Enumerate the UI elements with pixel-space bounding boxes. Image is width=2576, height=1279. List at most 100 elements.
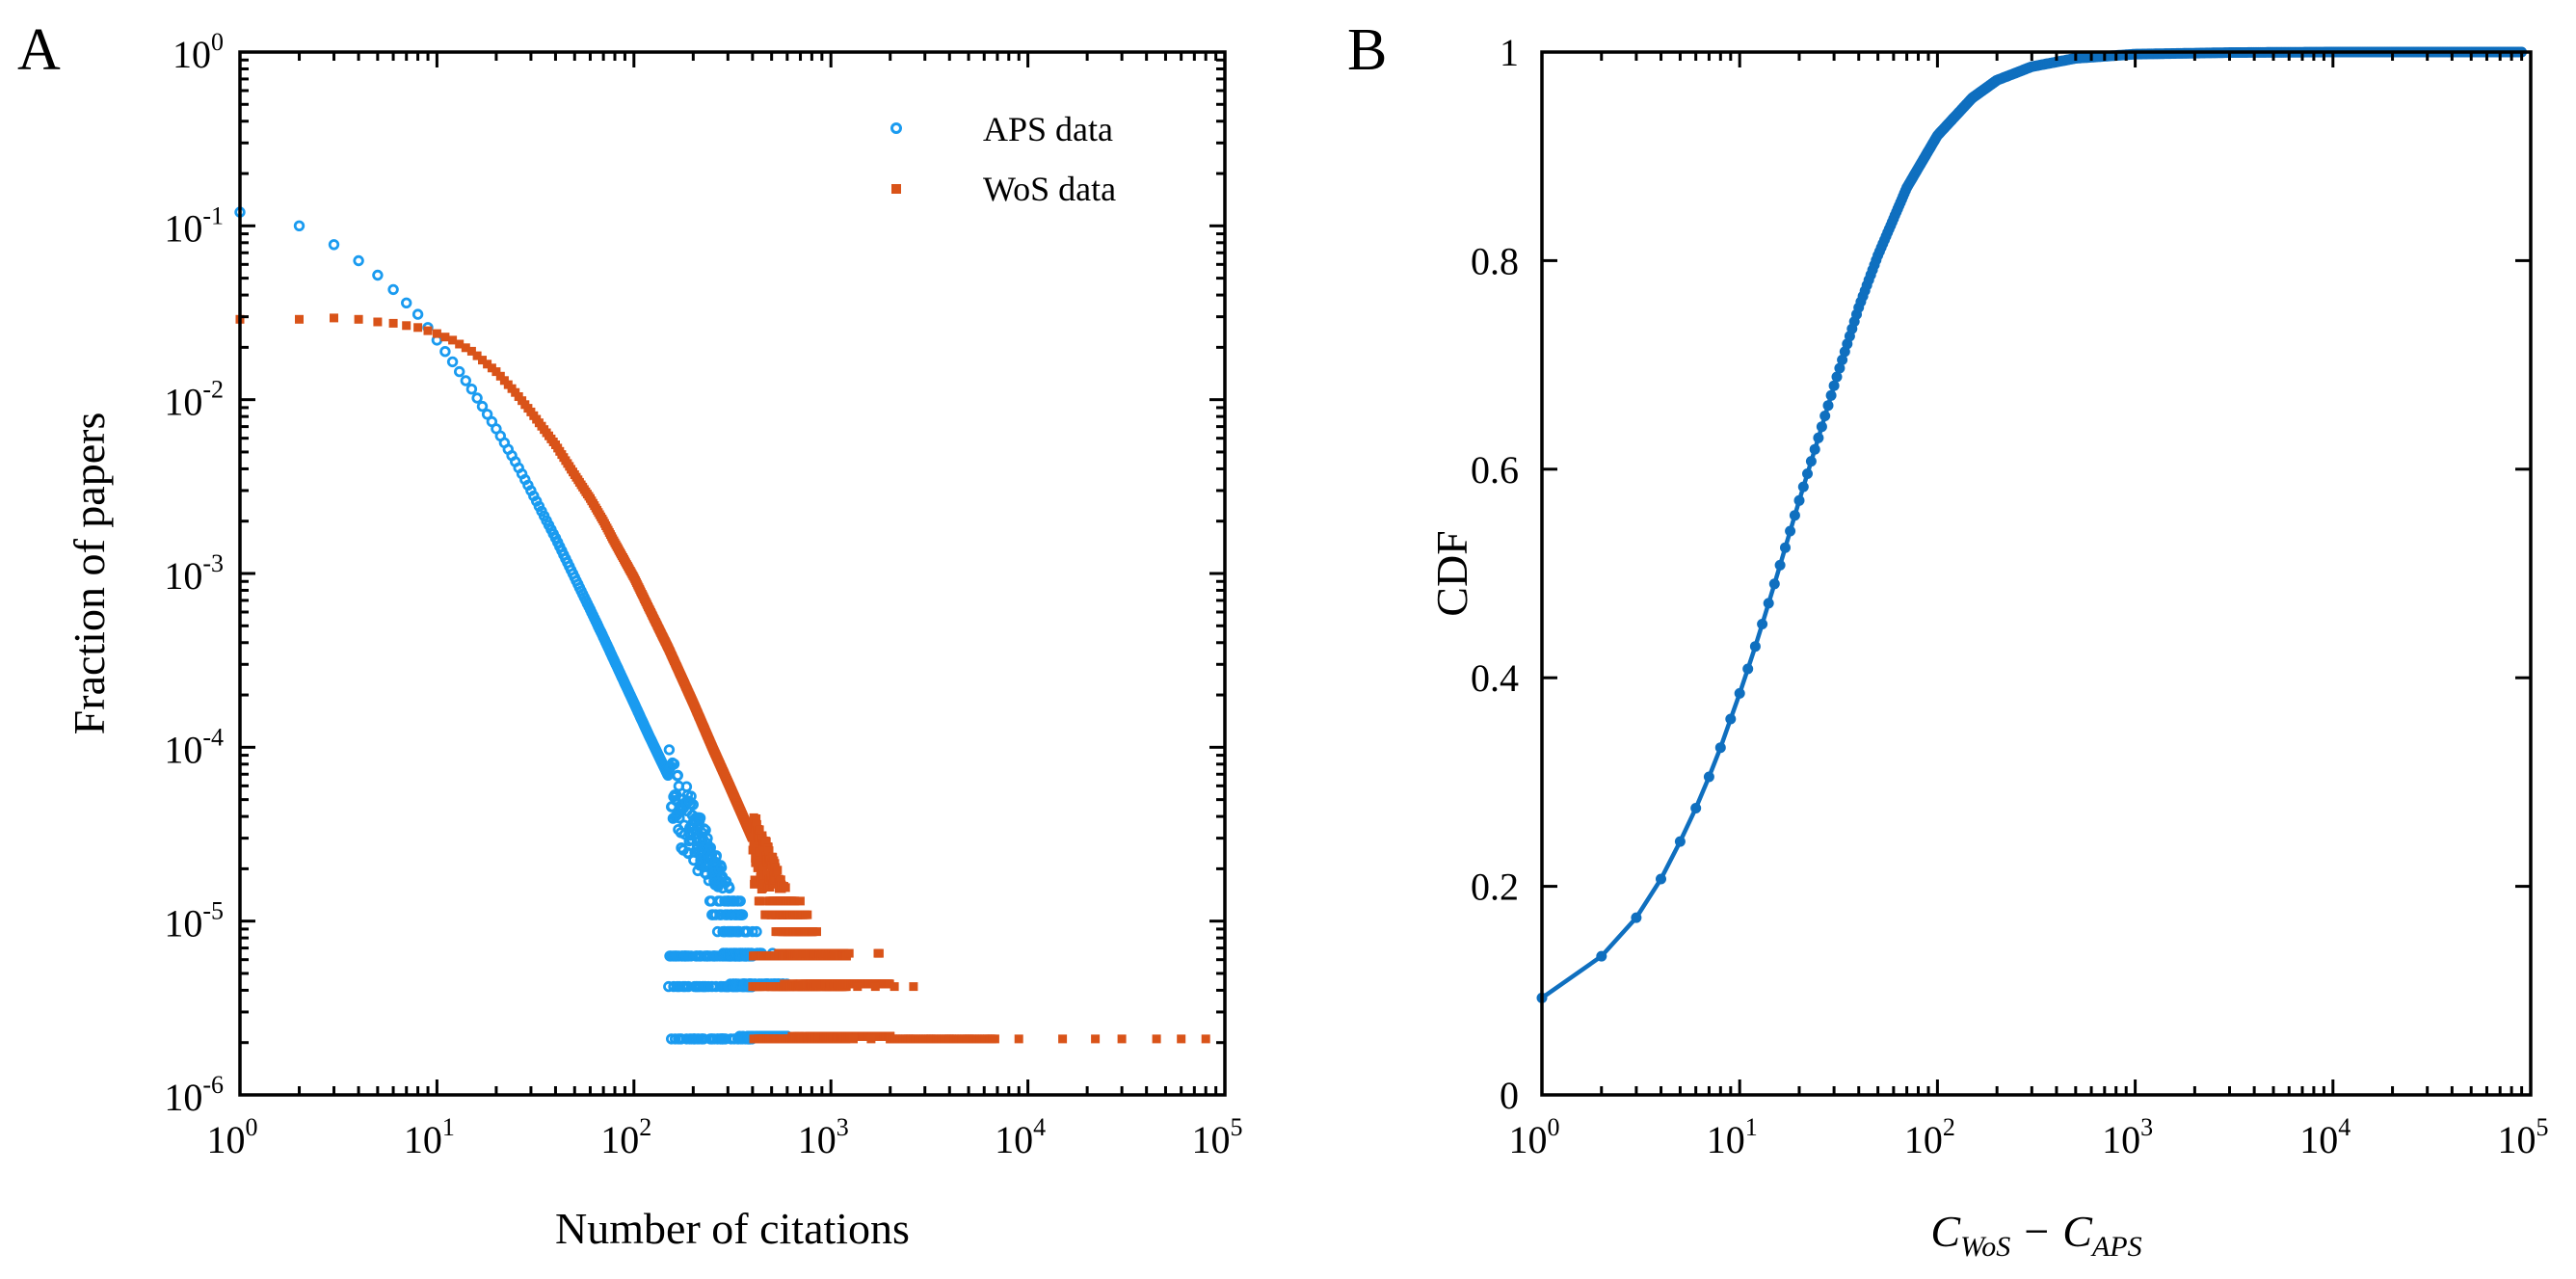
cdf-point: [1797, 481, 1809, 493]
cdf-point: [1813, 432, 1824, 443]
aps-point: [293, 220, 305, 232]
wos-point: [844, 948, 854, 958]
cdf-point: [1819, 411, 1831, 421]
cdf-point: [1793, 494, 1805, 506]
aps-point: [736, 909, 749, 920]
cdf-point: [1656, 873, 1666, 885]
wos-point: [776, 875, 785, 885]
aps-point: [710, 850, 723, 862]
aps-point: [439, 346, 451, 358]
aps-point: [353, 254, 364, 267]
wos-point: [752, 814, 761, 823]
wos-point: [812, 927, 821, 937]
cdf-point: [1714, 742, 1726, 754]
aps-point: [476, 400, 489, 413]
chart-b-x-axis-label: CWoS − CAPS: [1930, 1207, 2141, 1263]
chart-a-legend: APS data WoS data: [890, 110, 1116, 208]
aps-point: [446, 356, 459, 368]
aps-point: [663, 744, 676, 756]
chart-b-y-tick-labels: 0 0.2 0.4 0.6 0.8 1: [1471, 31, 1519, 1117]
x-tick-label: 104: [2299, 1113, 2350, 1161]
y-tick-label: 10-6: [164, 1071, 224, 1119]
wos-point: [909, 982, 918, 992]
cdf-point: [1690, 803, 1702, 813]
wos-point: [1117, 1034, 1127, 1044]
cdf-point: [1763, 598, 1774, 609]
cdf-points: [1536, 46, 2528, 1003]
chart-b-plot: [1536, 46, 2528, 1003]
chart-b-y-axis-label: CDF: [1427, 530, 1476, 616]
y-tick-label: 100: [173, 28, 224, 76]
cdf-line: [1540, 49, 2522, 1000]
y-tick-label: 0: [1500, 1074, 1519, 1117]
cdf-point: [1822, 400, 1834, 412]
wos-point: [748, 845, 757, 855]
wos-point: [1201, 1034, 1210, 1044]
cdf-point: [1805, 456, 1817, 467]
cdf-point: [1816, 421, 1827, 433]
chart-a-y-tick-labels: 100 10-1 10-2 10-3 10-4 10-5 10-6: [164, 28, 224, 1119]
wos-point: [1058, 1034, 1068, 1044]
wos-point: [773, 866, 783, 875]
aps-point: [724, 882, 735, 894]
y-tick-label: 0.8: [1471, 239, 1519, 282]
legend-aps-label: APS data: [983, 110, 1113, 148]
wos-point: [1091, 1034, 1101, 1044]
chart-a-ticks: [238, 50, 1227, 1097]
wos-point: [752, 879, 761, 889]
wos-point: [483, 360, 492, 369]
wos-point: [330, 313, 338, 323]
wos-point: [455, 339, 465, 349]
y-tick-label: 10-3: [164, 549, 224, 598]
wos-point: [440, 333, 450, 342]
wos-point: [472, 351, 482, 360]
wos-point: [402, 321, 412, 331]
wos-point: [790, 896, 800, 906]
aps-point: [328, 239, 340, 251]
wos-point: [388, 318, 398, 328]
aps-point: [734, 895, 746, 907]
chart-b-frame: [1540, 50, 2533, 1097]
cdf-point: [1825, 389, 1837, 401]
wos-point: [755, 825, 764, 835]
wos-point: [423, 326, 433, 335]
chart-b-ticks: [1540, 50, 2533, 1097]
x-label-minus: −: [2024, 1207, 2049, 1256]
wos-point: [432, 329, 441, 338]
wos-point: [478, 356, 487, 365]
cdf-point: [1774, 559, 1786, 571]
cdf-point: [1828, 380, 1840, 391]
x-tick-label: 103: [798, 1113, 849, 1161]
x-tick-label: 101: [404, 1113, 455, 1161]
chart-a-x-axis-label: Number of citations: [555, 1204, 910, 1253]
y-tick-label: 10-1: [164, 201, 224, 250]
cdf-point: [1757, 619, 1768, 629]
x-tick-label: 102: [600, 1113, 651, 1161]
aps-point: [372, 269, 384, 281]
aps-point: [709, 909, 722, 920]
wos-point: [754, 841, 762, 850]
cdf-point: [1789, 510, 1800, 521]
chart-a-x-tick-labels: 100 101 102 103 104 105: [207, 1113, 1243, 1161]
wos-point: [491, 367, 501, 377]
x-tick-label: 102: [1904, 1113, 1955, 1161]
wos-point: [849, 1034, 858, 1044]
aps-point: [694, 813, 706, 824]
x-tick-label: 105: [1192, 1113, 1243, 1161]
legend-item-aps: APS data: [890, 110, 1113, 148]
wos-point: [413, 323, 423, 333]
wos-point: [764, 846, 774, 856]
wos-point: [795, 896, 805, 906]
aps-point: [751, 925, 762, 938]
y-tick-label: 10-4: [164, 723, 224, 771]
aps-point: [715, 909, 727, 920]
x-label-c1: C: [1930, 1207, 1961, 1256]
cdf-point: [1785, 525, 1796, 537]
cdf-point: [1674, 836, 1686, 847]
wos-point: [448, 335, 458, 345]
y-tick-label: 0.2: [1471, 866, 1519, 909]
wos-point: [354, 314, 363, 324]
aps-point: [668, 759, 680, 770]
aps-point: [465, 384, 478, 395]
